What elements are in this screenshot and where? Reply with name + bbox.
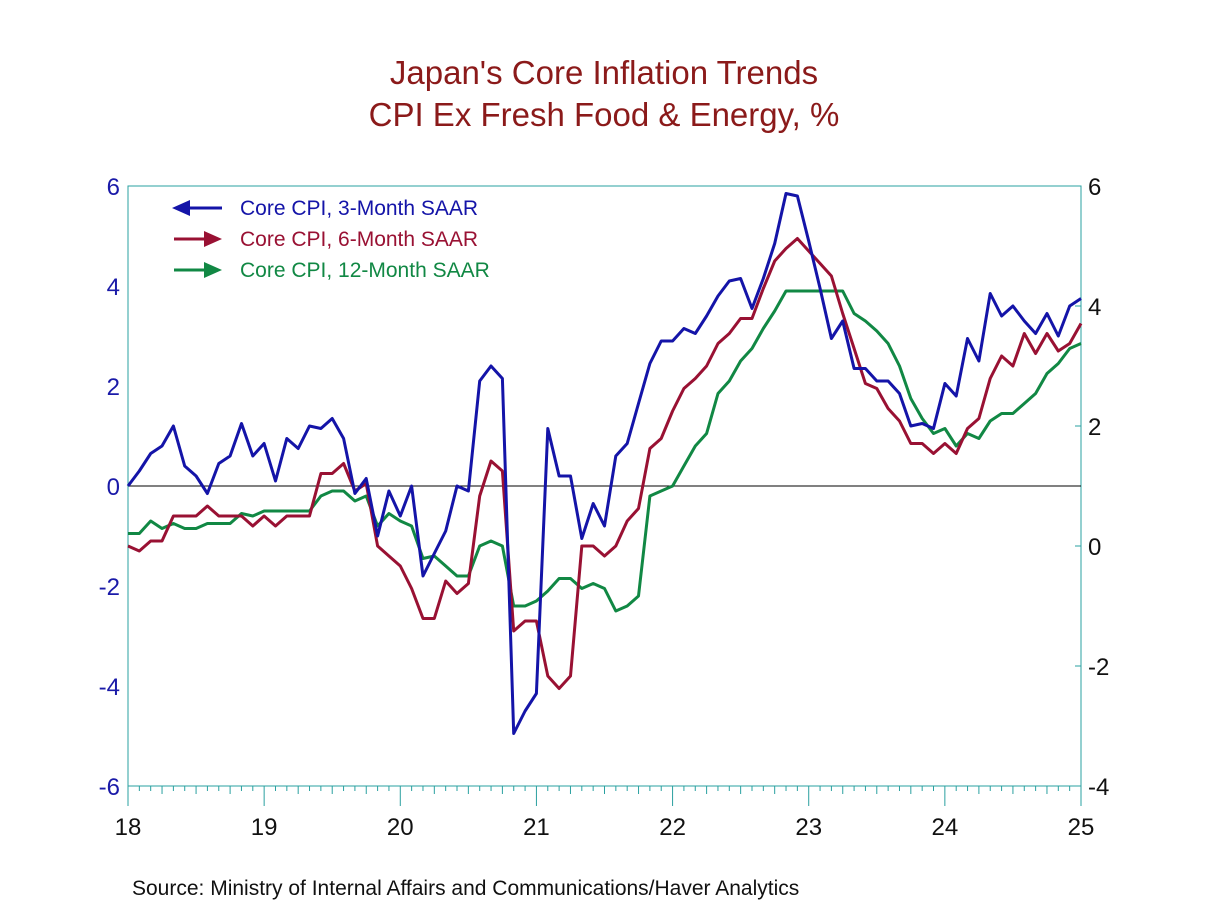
right-axis: 6 4 2 0 -2 -4 — [1075, 174, 1109, 801]
chart-title: Japan's Core Inflation Trends — [390, 54, 818, 91]
chart-subtitle: CPI Ex Fresh Food & Energy, % — [369, 96, 840, 133]
left-tick-label: -2 — [99, 574, 120, 601]
legend: Core CPI, 3-Month SAAR Core CPI, 6-Month… — [172, 197, 490, 282]
series-line-0 — [126, 192, 1082, 735]
source-note: Source: Ministry of Internal Affairs and… — [132, 877, 799, 900]
x-tick-label: 25 — [1068, 814, 1095, 841]
legend-item-6-month: Core CPI, 6-Month SAAR — [174, 228, 478, 251]
left-tick-label: 2 — [107, 374, 120, 401]
right-tick-label: 2 — [1088, 414, 1101, 441]
right-tick-label: 0 — [1088, 534, 1101, 561]
series-line-2 — [128, 289, 1082, 613]
legend-label-6-month: Core CPI, 6-Month SAAR — [240, 228, 478, 251]
series-line-1 — [127, 237, 1083, 690]
legend-arrow-right-icon — [204, 262, 222, 278]
legend-item-12-month: Core CPI, 12-Month SAAR — [174, 259, 490, 282]
left-tick-label: 6 — [107, 174, 120, 201]
x-axis: 18 19 20 21 22 23 24 25 — [115, 786, 1095, 841]
legend-arrow-right-icon — [204, 231, 222, 247]
right-tick-label: -4 — [1088, 774, 1109, 801]
legend-item-3-month: Core CPI, 3-Month SAAR — [172, 197, 478, 220]
series-lines — [126, 192, 1083, 735]
right-tick-label: 6 — [1088, 174, 1101, 201]
right-tick-label: -2 — [1088, 654, 1109, 681]
x-tick-label: 21 — [523, 814, 550, 841]
x-tick-label: 22 — [659, 814, 686, 841]
legend-label-12-month: Core CPI, 12-Month SAAR — [240, 259, 490, 282]
left-tick-label: 0 — [107, 474, 120, 501]
x-tick-label: 23 — [795, 814, 822, 841]
left-tick-label: -6 — [99, 774, 120, 801]
legend-label-3-month: Core CPI, 3-Month SAAR — [240, 197, 478, 220]
x-tick-label: 18 — [115, 814, 142, 841]
right-tick-label: 4 — [1088, 294, 1101, 321]
x-tick-label: 19 — [251, 814, 278, 841]
left-tick-label: -4 — [99, 674, 120, 701]
x-tick-label: 20 — [387, 814, 414, 841]
legend-arrow-left-icon — [172, 200, 190, 216]
left-axis: 6 4 2 0 -2 -4 -6 — [99, 174, 120, 801]
left-tick-label: 4 — [107, 274, 120, 301]
x-tick-label: 24 — [932, 814, 959, 841]
